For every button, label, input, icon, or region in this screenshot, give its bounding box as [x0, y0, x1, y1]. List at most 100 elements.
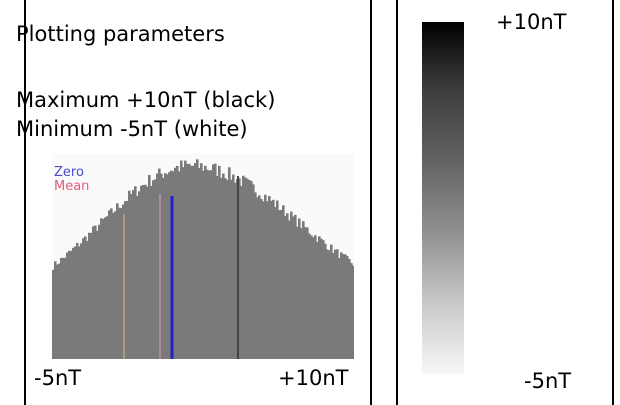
histogram-bar — [136, 195, 139, 359]
histogram-bar — [308, 233, 311, 359]
histogram-bar — [96, 230, 99, 359]
histogram-bar — [314, 235, 317, 359]
histogram-bar — [176, 165, 179, 359]
minimum-label: Minimum -5nT (white) — [16, 117, 248, 141]
histogram-bar — [166, 174, 169, 359]
histogram-bar — [246, 178, 249, 359]
histogram-bar — [178, 171, 181, 359]
histogram-bar — [286, 213, 289, 359]
histogram-bar — [88, 232, 91, 359]
legend-zero: Zero — [54, 165, 84, 180]
histogram-bar — [158, 168, 161, 359]
histogram-bar — [306, 227, 309, 359]
histogram-bar — [244, 177, 247, 359]
histogram-bar — [238, 178, 241, 359]
histogram-bar — [162, 177, 165, 359]
histogram-bar — [68, 250, 71, 359]
histogram-bar — [194, 163, 197, 359]
histogram-bar — [112, 212, 115, 359]
histogram-bar — [324, 243, 327, 359]
histogram-bar — [62, 257, 65, 359]
histogram-bar — [118, 207, 121, 359]
histogram-bar — [350, 263, 353, 359]
histogram-bar — [348, 258, 351, 359]
histogram-bar — [302, 221, 305, 359]
histogram-bar — [320, 238, 323, 359]
histogram-bar — [154, 179, 157, 359]
histogram-bar — [202, 170, 205, 359]
histogram-bar — [266, 201, 269, 359]
histogram-bar — [180, 160, 183, 359]
histogram-bar — [120, 208, 123, 359]
color-scale-panel — [396, 0, 614, 405]
histogram-bar — [54, 261, 57, 359]
histogram-bar — [300, 227, 303, 359]
histogram-bar — [84, 236, 87, 359]
histogram-bar — [86, 240, 89, 359]
histogram-bar — [128, 190, 131, 359]
histogram-bar — [248, 179, 251, 359]
histogram-bar — [92, 226, 95, 359]
histogram-bar — [148, 175, 151, 359]
histogram-bar — [330, 244, 333, 359]
histogram-bar — [262, 201, 265, 359]
histogram-min-label: -5nT — [34, 366, 82, 390]
histogram-bar — [196, 159, 199, 359]
histogram-bar — [274, 207, 277, 359]
histogram-bar — [216, 176, 219, 359]
histogram-bar — [284, 216, 287, 359]
histogram-bar — [94, 225, 97, 359]
histogram-bar — [210, 170, 213, 359]
histogram-bar — [340, 252, 343, 359]
histogram-bar — [254, 192, 257, 359]
histogram-bar — [106, 216, 109, 359]
histogram-bar — [52, 269, 55, 359]
histogram-bar — [78, 246, 81, 359]
histogram-bar — [200, 163, 203, 359]
histogram-bar — [72, 247, 75, 359]
histogram-bar — [242, 175, 245, 359]
histogram-bar — [290, 211, 293, 359]
histogram-bar — [240, 185, 243, 359]
histogram-bar — [338, 258, 341, 359]
histogram-bar — [234, 182, 237, 359]
parameters-title: Plotting parameters — [16, 22, 225, 46]
histogram-bar — [312, 237, 315, 359]
histogram-bar — [276, 200, 279, 359]
histogram-bar — [146, 186, 149, 359]
histogram-bar — [222, 173, 225, 359]
histogram-bar — [182, 167, 185, 359]
histogram-bar — [142, 185, 145, 359]
histogram-bar — [74, 246, 77, 359]
histogram-bar — [208, 170, 211, 359]
histogram-bar — [230, 179, 233, 359]
histogram-bar — [102, 218, 105, 359]
histogram-bar — [336, 249, 339, 359]
histogram-bar — [90, 232, 93, 359]
histogram-bar — [220, 177, 223, 359]
histogram-bar — [282, 205, 285, 359]
legend-mean: Mean — [54, 179, 90, 194]
histogram-bar — [168, 172, 171, 359]
histogram-bar — [184, 160, 187, 359]
histogram-bar — [132, 190, 135, 359]
histogram-bar — [280, 209, 283, 359]
histogram-bar — [186, 163, 189, 359]
histogram-bar — [98, 224, 101, 359]
histogram-bar — [116, 203, 119, 359]
histogram-bar — [288, 220, 291, 359]
histogram-bar — [258, 195, 261, 359]
histogram-bar — [134, 186, 137, 359]
grayscale-bar — [422, 22, 464, 374]
histogram-bar — [272, 199, 275, 359]
histogram-bar — [224, 178, 227, 359]
histogram-bar — [268, 196, 271, 359]
histogram-bar — [144, 184, 147, 359]
histogram-bar — [104, 217, 107, 359]
value-histogram — [52, 154, 354, 359]
histogram-bar — [190, 165, 193, 359]
histogram-bar — [326, 249, 329, 359]
histogram-bar — [188, 163, 191, 359]
histogram-bar — [156, 173, 159, 359]
histogram-bar — [310, 235, 313, 359]
